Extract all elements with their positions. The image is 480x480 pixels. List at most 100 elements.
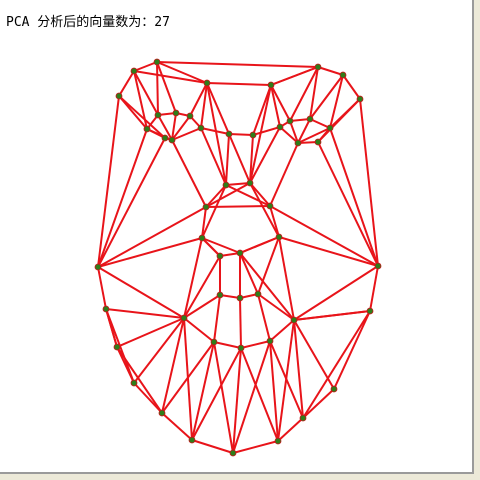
mesh-edge: [156, 61, 319, 68]
pca-vector-count-label: PCA 分析后的向量数为：27: [6, 15, 170, 30]
mesh-edge: [277, 417, 304, 442]
mesh-edge: [171, 139, 207, 208]
mesh-edge: [232, 440, 279, 454]
mesh-edge: [249, 182, 271, 207]
mesh-edge: [213, 294, 221, 343]
mesh-vertices: [94, 58, 382, 457]
mesh-edge: [317, 66, 344, 76]
mesh-vertex: [197, 124, 205, 132]
mesh-edge: [302, 310, 371, 419]
mesh-edge: [333, 310, 371, 390]
mesh-edge: [297, 127, 331, 144]
mesh-edge: [249, 84, 272, 184]
mesh-vertex: [222, 181, 230, 189]
mesh-edge: [309, 66, 319, 120]
mesh-edge: [252, 126, 281, 136]
mesh-vertex: [290, 316, 298, 324]
mesh-edge: [289, 66, 319, 122]
window-frame-right: [474, 0, 480, 480]
mesh-vertex: [198, 234, 206, 242]
mesh-edge: [191, 341, 215, 441]
mesh-vertex: [180, 314, 188, 322]
mesh-edge: [257, 293, 295, 321]
mesh-edge: [97, 95, 120, 268]
mesh-edge: [225, 184, 271, 207]
mesh-vertex: [153, 58, 161, 66]
mesh-vertex: [225, 130, 233, 138]
mesh-vertex: [246, 179, 254, 187]
mesh-edge: [116, 317, 185, 348]
mesh-edge: [97, 128, 148, 268]
mesh-vertex: [94, 263, 102, 271]
mesh-edge: [278, 236, 295, 321]
mesh-vertex: [330, 385, 338, 393]
mesh-edge: [206, 82, 230, 135]
mesh-edge: [105, 308, 118, 348]
mesh-edge: [205, 184, 227, 208]
mesh-vertex: [236, 294, 244, 302]
mesh-edge: [278, 236, 379, 267]
mesh-edge: [239, 252, 259, 295]
mesh-edge: [293, 265, 379, 321]
mesh-edge: [249, 134, 254, 184]
mesh-edge: [225, 182, 251, 186]
mesh-edge: [240, 347, 279, 442]
mesh-edge: [183, 317, 193, 441]
mesh-edge: [133, 382, 163, 414]
mesh-edge: [252, 84, 272, 136]
mesh-edge: [269, 205, 280, 238]
mesh-vertex: [366, 307, 374, 315]
mesh-edge: [191, 439, 234, 454]
mesh-vertex: [326, 124, 334, 132]
mesh-vertex: [356, 95, 364, 103]
mesh-edge: [206, 82, 272, 86]
mesh-vertex: [266, 202, 274, 210]
mesh-edge: [118, 95, 166, 139]
mesh-vertex: [314, 63, 322, 71]
mesh-edge: [116, 346, 163, 414]
mesh-edge: [342, 74, 361, 100]
mesh-vertex: [236, 249, 244, 257]
mesh-edge: [232, 347, 242, 454]
mesh-edge: [118, 70, 135, 97]
mesh-edge: [206, 82, 227, 186]
mesh-edge: [183, 237, 203, 319]
mesh-vertex: [102, 305, 110, 313]
mesh-vertex: [158, 409, 166, 417]
mesh-edge: [309, 118, 331, 129]
mesh-edge: [289, 120, 299, 144]
mesh-vertex: [168, 136, 176, 144]
mesh-edge: [257, 236, 280, 295]
mesh-edge: [239, 252, 295, 321]
mesh-edge: [279, 126, 299, 144]
mesh-edge: [171, 112, 177, 141]
mesh-edge: [183, 317, 215, 343]
mesh-edge: [329, 127, 379, 267]
mesh-edge: [232, 340, 271, 454]
mesh-edge: [171, 115, 191, 141]
mesh-vertex: [374, 262, 382, 270]
mesh-edge: [269, 319, 295, 342]
mesh-edge: [269, 205, 379, 267]
mesh-vertex: [188, 436, 196, 444]
mesh-edge: [269, 142, 299, 207]
mesh-vertex: [154, 111, 162, 119]
mesh-edge: [183, 255, 221, 319]
mesh-vertex: [115, 92, 123, 100]
mesh-edge: [97, 206, 207, 268]
mesh-edge: [133, 70, 208, 84]
mesh-vertex: [294, 139, 302, 147]
mesh-edge: [133, 61, 158, 72]
mesh-edge: [249, 126, 281, 184]
mesh-vertex: [130, 379, 138, 387]
mesh-vertex: [203, 79, 211, 87]
mesh-edge: [228, 133, 251, 184]
mesh-edge: [225, 133, 230, 186]
mesh-vertex: [299, 414, 307, 422]
mesh-edge: [213, 341, 242, 349]
mesh-edge: [156, 61, 208, 84]
mesh-edge: [270, 84, 291, 122]
mesh-edge: [191, 347, 242, 441]
drawing-canvas: PCA 分析后的向量数为：27: [0, 0, 474, 474]
mesh-edge: [201, 184, 227, 239]
